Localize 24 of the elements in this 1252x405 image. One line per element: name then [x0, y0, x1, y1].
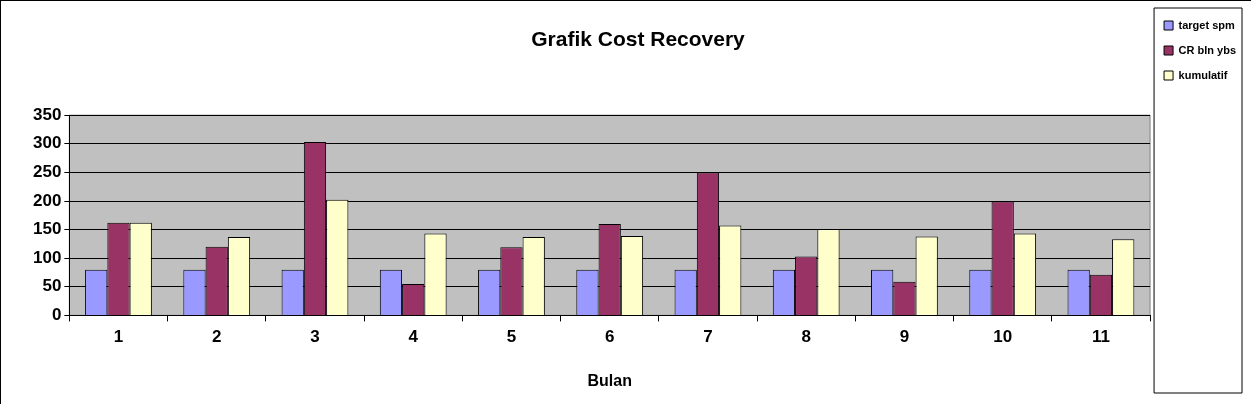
y-tick-label: 150	[32, 219, 62, 239]
y-tick-label: 350	[32, 104, 62, 124]
x-tick-label: 11	[1091, 327, 1110, 347]
chart-title: Grafik Cost Recovery	[531, 27, 746, 51]
legend-label: target spm	[1178, 18, 1236, 31]
x-tick-label: 10	[993, 327, 1013, 347]
y-tick-label: 50	[42, 276, 62, 296]
y-tick-label: 100	[32, 247, 62, 267]
y-tick-label: 250	[32, 162, 62, 182]
legend-label: kumulatif	[1178, 68, 1228, 81]
y-tick-label: 200	[32, 190, 62, 210]
x-tick-label: 4	[408, 327, 419, 347]
x-tick-label: 6	[604, 327, 615, 347]
x-tick-label: 1	[113, 327, 124, 347]
x-tick-label: 5	[506, 327, 517, 347]
x-tick-label: 3	[310, 327, 320, 347]
x-axis-title: Bulan	[587, 371, 632, 389]
legend-label: CR bln ybs	[1178, 43, 1236, 56]
x-tick-label: 8	[801, 327, 811, 347]
y-tick-label: 300	[32, 133, 62, 153]
x-tick-label: 2	[212, 327, 222, 347]
y-tick-label: 0	[51, 305, 62, 325]
x-tick-label: 9	[899, 327, 910, 347]
x-tick-label: 7	[703, 327, 713, 347]
